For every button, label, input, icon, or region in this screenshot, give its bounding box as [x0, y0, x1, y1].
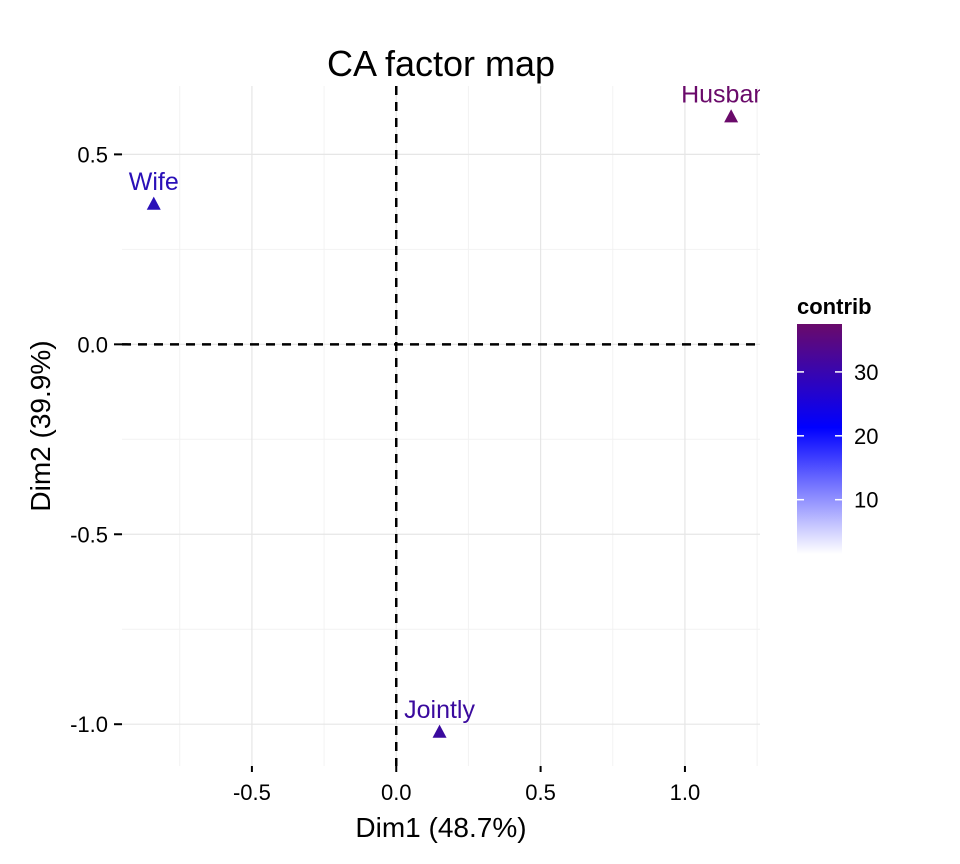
point-label-husband: Husband [681, 80, 781, 108]
point-marker-husband [724, 109, 739, 123]
x-axis-title: Dim1 (48.7%) [355, 812, 526, 843]
x-axis: -0.5 0.0 0.5 1.0 [233, 766, 700, 805]
chart-title: CA factor map [327, 43, 555, 84]
legend-tick-label: 20 [854, 424, 878, 449]
legend-tick-label: 10 [854, 488, 878, 513]
y-axis: 0.5 0.0 -0.5 -1.0 [70, 142, 122, 737]
legend: contrib 10 20 30 [797, 294, 878, 554]
point-label-jointly: Jointly [404, 696, 475, 724]
x-tick-label: 0.0 [381, 780, 412, 805]
x-tick-label: 1.0 [670, 780, 701, 805]
y-axis-title: Dim2 (39.9%) [25, 340, 56, 511]
y-tick-label: 0.5 [77, 142, 108, 167]
plot-panel [122, 86, 760, 766]
data-points: Husband Wife Jointly [129, 80, 781, 738]
x-tick-label: -0.5 [233, 780, 271, 805]
point-marker-wife [146, 196, 161, 210]
point-label-wife: Wife [129, 168, 179, 196]
legend-title: contrib [797, 294, 872, 319]
legend-colorbar [797, 324, 842, 554]
point-marker-jointly [432, 724, 447, 738]
legend-tick-label: 30 [854, 360, 878, 385]
minor-grid [122, 86, 760, 766]
y-tick-label: 0.0 [77, 332, 108, 357]
legend-ticks: 10 20 30 [797, 360, 878, 513]
x-tick-label: 0.5 [525, 780, 556, 805]
reference-lines [122, 86, 760, 766]
y-tick-label: -1.0 [70, 712, 108, 737]
y-tick-label: -0.5 [70, 522, 108, 547]
